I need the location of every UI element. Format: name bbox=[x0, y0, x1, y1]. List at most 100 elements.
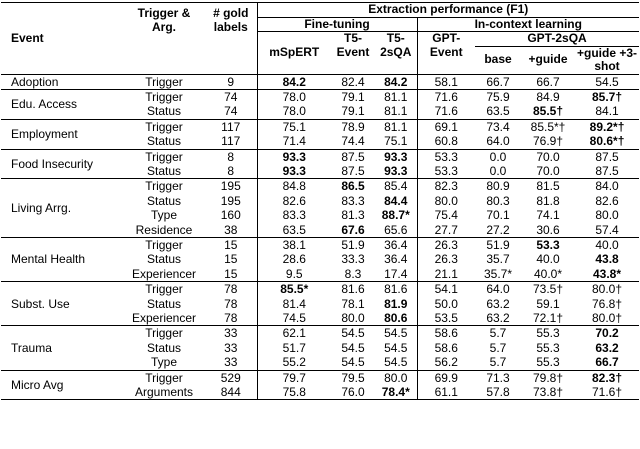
score-cell: 78.4* bbox=[381, 385, 410, 400]
score-cell: 61.1 bbox=[416, 385, 475, 400]
score-cell: 82.6 bbox=[256, 193, 331, 209]
score-cell: 58.6 bbox=[416, 340, 475, 356]
score-cell: 0.0 bbox=[489, 163, 507, 178]
score-cell: 66.7 bbox=[521, 73, 575, 90]
gold-cell: 195 bbox=[220, 193, 241, 208]
gold-cell: 9 bbox=[205, 73, 257, 90]
gold-cell: 33 bbox=[205, 325, 257, 341]
score-cell: 73.4 bbox=[475, 118, 521, 135]
variant-header: +guide bbox=[528, 52, 568, 67]
arg-cell: Status bbox=[146, 134, 182, 149]
score-cell: 84.2 bbox=[375, 73, 417, 90]
arg-cell: Status bbox=[146, 163, 182, 178]
score-cell: 84.1 bbox=[595, 104, 619, 119]
arg-cell: Trigger bbox=[123, 73, 205, 90]
model-header: T5-Event bbox=[336, 31, 370, 59]
gold-cell: 78 bbox=[205, 281, 257, 297]
score-cell: 51.9 bbox=[475, 236, 521, 253]
event-cell: Employment bbox=[1, 118, 123, 150]
score-cell: 80.0 bbox=[341, 311, 365, 325]
arg-cell: Trigger bbox=[123, 118, 205, 135]
score-cell: 75.9 bbox=[475, 88, 521, 105]
score-cell: 78.0 bbox=[256, 104, 331, 120]
arg-cell: Type bbox=[150, 208, 177, 223]
score-cell: 27.7 bbox=[416, 222, 475, 238]
score-cell: 83.3 bbox=[341, 193, 365, 208]
table-row: Status 15 28.6 33.3 36.4 26.3 35.7 40.0 43.8 bbox=[1, 252, 639, 267]
variant-header: base bbox=[484, 52, 512, 67]
score-cell: 54.1 bbox=[416, 281, 475, 297]
table-row: Experiencer 78 74.5 80.0 80.6 53.5 63.2 72.1† 80… bbox=[1, 311, 639, 326]
score-cell: 30.6 bbox=[536, 222, 560, 237]
score-cell: 85.5* bbox=[256, 281, 331, 297]
score-cell: 75.1 bbox=[256, 118, 331, 135]
score-cell: 63.5 bbox=[486, 104, 510, 119]
score-cell: 82.6 bbox=[595, 193, 619, 208]
score-cell: 75.1 bbox=[384, 134, 408, 149]
arg-cell: Trigger bbox=[123, 178, 205, 194]
event-cell: Mental Health bbox=[1, 236, 123, 282]
arg-cell: Type bbox=[150, 355, 177, 370]
score-cell: 78.0 bbox=[256, 88, 331, 105]
score-cell: 81.5 bbox=[521, 178, 575, 194]
score-cell: 81.6 bbox=[375, 281, 417, 297]
score-cell: 85.4 bbox=[375, 178, 417, 194]
score-cell: 64.0 bbox=[486, 134, 510, 149]
score-cell: 79.7 bbox=[256, 369, 331, 386]
score-cell: 79.1 bbox=[341, 104, 365, 119]
table-row: Arguments 844 75.8 76.0 78.4* 61.1 57.8 73.8† 71… bbox=[1, 385, 639, 400]
results-table: Event Trigger & Arg. # gold labels Extra… bbox=[1, 2, 640, 400]
score-cell: 66.7 bbox=[475, 73, 521, 90]
arg-header: Trigger & Arg. bbox=[123, 2, 205, 74]
score-cell: 55.3 bbox=[536, 340, 560, 355]
score-cell: 76.9† bbox=[532, 134, 564, 149]
arg-cell: Trigger bbox=[123, 369, 205, 386]
arg-cell: Trigger bbox=[123, 88, 205, 105]
score-cell: 93.3 bbox=[384, 163, 408, 178]
gold-cell: 117 bbox=[205, 118, 257, 135]
gold-header: # gold labels bbox=[205, 2, 257, 74]
table-row: Status 8 93.3 87.5 93.3 53.3 0.0 70.0 87.5 bbox=[1, 163, 639, 179]
variant-header: +guide +3-shot bbox=[577, 45, 638, 73]
score-cell: 93.3 bbox=[256, 148, 331, 164]
table-row: Experiencer 15 9.5 8.3 17.4 21.1 35.7* 40.0* 43.… bbox=[1, 266, 639, 282]
score-cell: 50.0 bbox=[416, 296, 475, 311]
score-cell: 85.5*† bbox=[521, 118, 575, 135]
gpt2sqa-header: GPT-2sQA bbox=[475, 31, 640, 47]
arg-cell: Trigger bbox=[123, 325, 205, 341]
table-row: Status 195 82.6 83.3 84.4 80.0 80.3 81.8 82.6 bbox=[1, 193, 639, 209]
score-cell: 82.4 bbox=[331, 73, 375, 90]
score-cell: 55.3 bbox=[536, 355, 560, 370]
score-cell: 84.2 bbox=[256, 73, 331, 90]
score-cell: 56.2 bbox=[416, 355, 475, 371]
event-cell: Micro Avg bbox=[1, 369, 123, 400]
gold-cell: 15 bbox=[205, 236, 257, 253]
score-cell: 81.3 bbox=[341, 208, 365, 223]
gold-cell: 117 bbox=[221, 134, 241, 149]
score-cell: 26.3 bbox=[416, 236, 475, 253]
score-cell: 93.3 bbox=[256, 163, 331, 179]
score-cell: 53.3 bbox=[416, 163, 475, 179]
table-row: Type 33 55.2 54.5 54.5 56.2 5.7 55.3 66.7 bbox=[1, 355, 639, 371]
score-cell: 40.0 bbox=[575, 236, 640, 253]
score-cell: 5.7 bbox=[489, 340, 507, 355]
score-cell: 79.8† bbox=[521, 369, 575, 386]
score-cell: 73.8† bbox=[532, 385, 564, 400]
score-cell: 84.0 bbox=[575, 178, 640, 194]
score-cell: 0.0 bbox=[475, 148, 521, 164]
score-cell: 80.6*† bbox=[589, 134, 625, 149]
score-cell: 80.0 bbox=[416, 193, 475, 209]
group-header: Extraction performance (F1) bbox=[256, 2, 640, 18]
score-cell: 71.6† bbox=[592, 385, 623, 400]
score-cell: 21.1 bbox=[416, 266, 475, 282]
score-cell: 74.5 bbox=[256, 311, 331, 326]
fine-tuning-header: Fine-tuning bbox=[256, 17, 417, 32]
event-cell: Living Arrg. bbox=[1, 178, 123, 238]
gold-cell: 15 bbox=[224, 252, 238, 267]
gold-cell: 8 bbox=[205, 148, 257, 164]
arg-cell: Status bbox=[146, 340, 182, 355]
score-cell: 80.0 bbox=[375, 369, 417, 386]
score-cell: 87.5 bbox=[341, 163, 365, 178]
